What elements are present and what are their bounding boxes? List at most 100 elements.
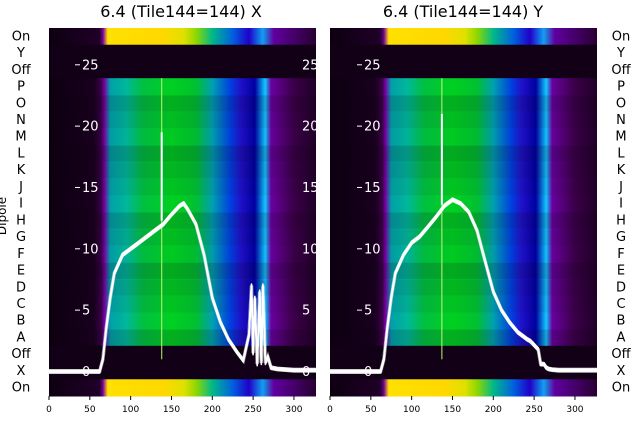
row-label: A	[617, 331, 626, 346]
row-label: C	[616, 297, 625, 312]
heatmap-row	[49, 161, 316, 180]
row-label: J	[18, 180, 23, 195]
y-axis-label: Dipole	[0, 197, 9, 235]
heatmap-row	[49, 145, 316, 163]
y-tick-label: 20	[364, 120, 381, 135]
heatmap-row	[330, 262, 597, 280]
heatmap-row	[330, 178, 597, 196]
row-label: P	[617, 80, 625, 95]
y-tick-label-right: 25	[302, 58, 319, 73]
row-label: O	[16, 96, 26, 111]
y-tick-label: 15	[82, 181, 99, 196]
heatmap-row	[330, 61, 597, 79]
row-label: H	[16, 213, 26, 228]
heatmap-row	[49, 78, 316, 96]
y-tick-label-right: 10	[302, 242, 319, 257]
row-label: On	[12, 381, 30, 396]
heatmap-row	[49, 278, 316, 297]
heatmap-row	[49, 245, 316, 263]
heatmap-row	[49, 61, 316, 79]
chart-title: 6.4 (Tile144=144) Y	[383, 2, 544, 21]
x-tick-label: 50	[84, 405, 96, 415]
row-label: N	[16, 113, 26, 128]
x-tick-label: 100	[403, 405, 420, 415]
heatmap-row	[330, 111, 597, 129]
row-label: I	[19, 197, 23, 212]
x-tick-label: 100	[122, 405, 139, 415]
heatmap-row	[49, 28, 316, 46]
heatmap-row	[330, 379, 597, 397]
y-tick-label-right: 15	[302, 181, 319, 196]
row-label: K	[617, 163, 626, 178]
heatmap-row	[49, 128, 316, 146]
row-label: I	[619, 197, 623, 212]
heatmap-row	[330, 312, 597, 330]
heatmap-row	[49, 329, 316, 347]
row-label: D	[16, 280, 26, 295]
row-label: Y	[16, 46, 25, 61]
row-label: A	[17, 331, 26, 346]
row-label: Off	[611, 63, 631, 78]
x-tick-label: 150	[163, 405, 180, 415]
row-label: X	[17, 364, 26, 379]
y-tick-label-right: 5	[302, 304, 310, 319]
heatmap-row	[49, 212, 316, 230]
chart-title: 6.4 (Tile144=144) X	[100, 2, 262, 21]
heatmap-row	[49, 345, 316, 364]
y-tick-label: 10	[82, 242, 99, 257]
row-label: G	[616, 230, 626, 245]
heatmap-row	[330, 128, 597, 146]
heatmap-row	[330, 228, 597, 246]
row-label: X	[617, 364, 626, 379]
row-label: D	[616, 280, 626, 295]
x-tick-label: 50	[365, 405, 377, 415]
heatmap-row	[49, 362, 316, 380]
row-label: On	[12, 29, 30, 44]
x-tick-label: 300	[285, 405, 302, 415]
y-tick-label-right: 20	[302, 120, 319, 135]
heatmap-row	[330, 329, 597, 347]
y-tick-label: 5	[364, 304, 372, 319]
row-label: On	[612, 29, 630, 44]
row-label: O	[616, 96, 626, 111]
row-label: L	[17, 147, 25, 162]
heatmap-row	[330, 145, 597, 163]
x-tick-label: 200	[485, 405, 502, 415]
row-label: F	[17, 247, 24, 262]
y-tick-label: 25	[82, 58, 99, 73]
y-tick-label: 25	[364, 58, 381, 73]
heatmap-row	[330, 28, 597, 46]
row-label: Off	[611, 347, 631, 362]
heatmap-row	[49, 44, 316, 62]
heatmap-row	[330, 245, 597, 263]
x-tick-label: 0	[46, 405, 52, 415]
row-label: Off	[11, 63, 31, 78]
row-label: Y	[616, 46, 625, 61]
series-line-core	[49, 201, 316, 374]
row-label: M	[15, 130, 26, 145]
row-label: P	[17, 80, 25, 95]
heatmap-row	[49, 262, 316, 280]
heatmap-row	[330, 78, 597, 96]
row-label: F	[617, 247, 624, 262]
x-tick-label: 250	[526, 405, 543, 415]
heatmap-row	[49, 379, 316, 397]
row-label: On	[612, 381, 630, 396]
heatmap-row	[49, 228, 316, 246]
y-tick-label: 10	[364, 242, 381, 257]
heatmap-row	[49, 178, 316, 196]
heatmap-row	[330, 94, 597, 113]
y-tick-label: 5	[82, 304, 90, 319]
heatmap-row	[330, 362, 597, 380]
series-line-core	[330, 197, 597, 374]
row-label: Off	[11, 347, 31, 362]
row-label: N	[616, 113, 626, 128]
heatmap-row	[330, 278, 597, 297]
heatmap-row	[49, 94, 316, 113]
row-label: E	[617, 264, 625, 279]
row-label: H	[616, 213, 626, 228]
heatmap-row	[330, 295, 597, 313]
